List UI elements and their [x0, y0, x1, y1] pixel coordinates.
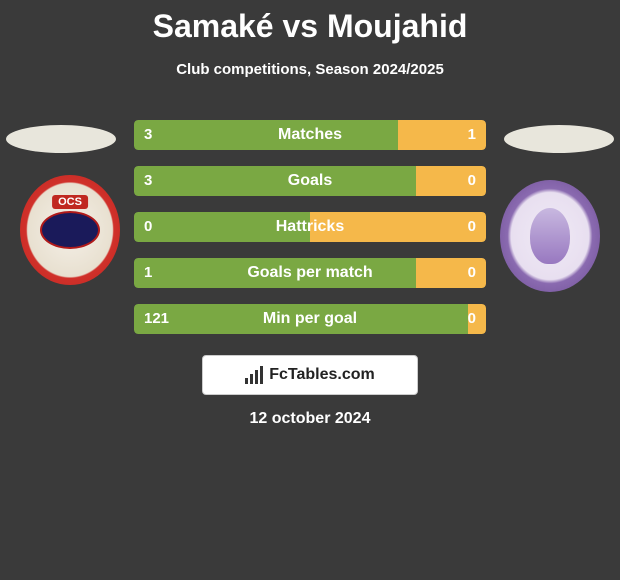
bar-label: Goals: [134, 166, 486, 196]
bar-row: 00Hattricks: [134, 212, 486, 242]
bar-row: 10Goals per match: [134, 258, 486, 288]
club-logo-left-inner: OCS: [40, 211, 100, 249]
brand-box: FcTables.com: [202, 355, 418, 395]
chart-date: 12 october 2024: [0, 410, 620, 428]
page-title: Samaké vs Moujahid: [0, 0, 620, 45]
subtitle: Club competitions, Season 2024/2025: [0, 61, 620, 78]
player-left-shadow: [6, 125, 116, 153]
bar-row: 31Matches: [134, 120, 486, 150]
bar-row: 1210Min per goal: [134, 304, 486, 334]
bars-container: 31Matches 30Goals 00Hattricks 10Goals per m…: [134, 120, 486, 350]
bar-label: Goals per match: [134, 258, 486, 288]
bar-label: Min per goal: [134, 304, 486, 334]
club-logo-left-text: OCS: [52, 195, 88, 209]
club-logo-right: [500, 180, 600, 292]
player-right-shadow: [504, 125, 614, 153]
bar-label: Matches: [134, 120, 486, 150]
bar-row: 30Goals: [134, 166, 486, 196]
brand-bar-icon: [245, 366, 263, 384]
bar-label: Hattricks: [134, 212, 486, 242]
brand-text: FcTables.com: [269, 366, 375, 384]
comparison-chart: OCS 31Matches 30Goals 00Hattricks 10Goals p…: [0, 105, 620, 580]
club-logo-right-inner: [530, 208, 570, 264]
club-logo-left: OCS: [20, 175, 120, 285]
